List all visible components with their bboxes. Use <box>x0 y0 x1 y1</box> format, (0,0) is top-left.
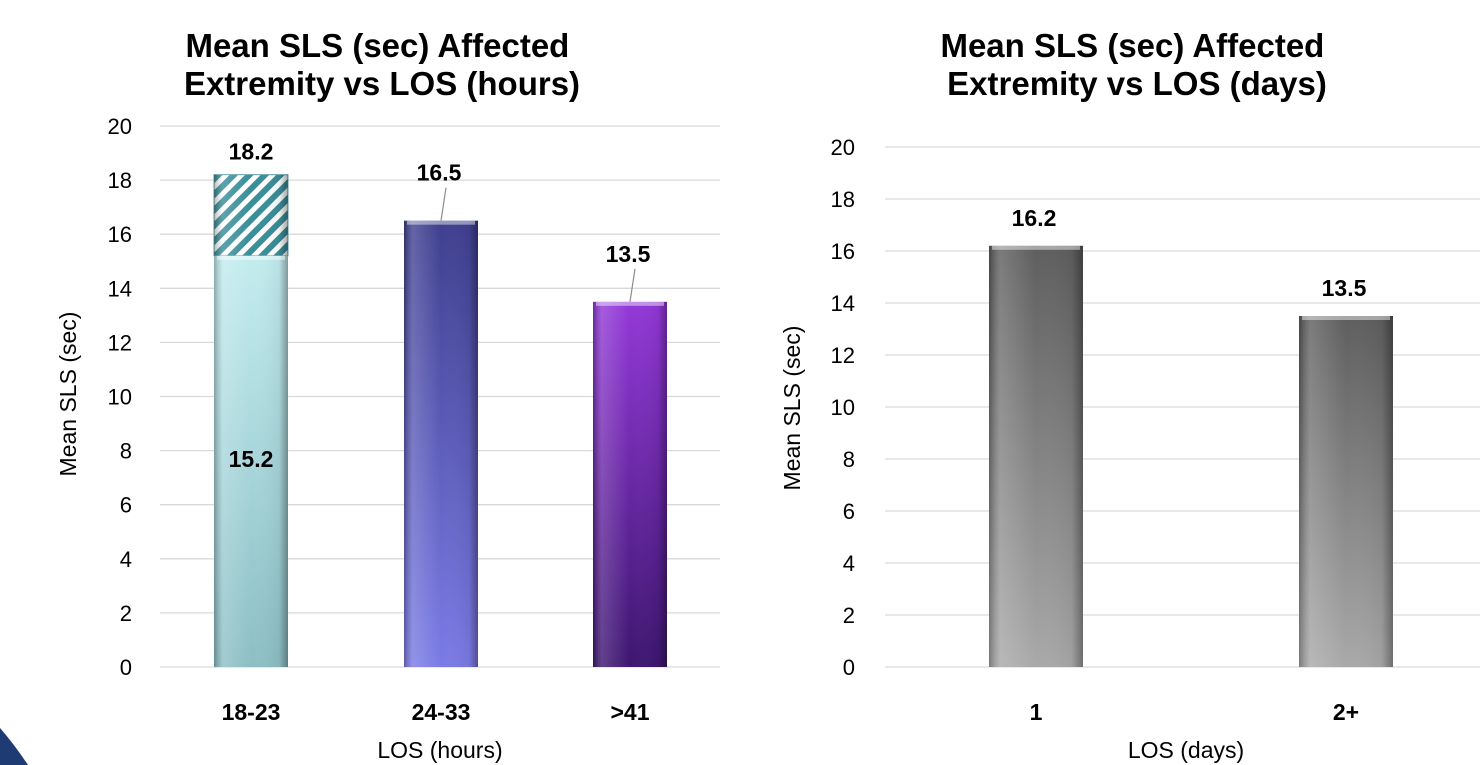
y-tick-label: 6 <box>843 499 855 524</box>
category-label: 24-33 <box>412 699 471 725</box>
bar-shading <box>989 245 1083 668</box>
y-axis-title: Mean SLS (sec) <box>779 326 805 491</box>
data-label: 16.2 <box>1012 205 1057 231</box>
y-axis-title: Mean SLS (sec) <box>55 312 81 477</box>
chart-los-hours: Mean SLS (sec) Affected Extremity vs LOS… <box>55 27 720 763</box>
bar-bevel <box>992 245 1080 250</box>
bar-shading <box>1299 316 1393 667</box>
category-labels: 1 2+ <box>1030 699 1360 725</box>
y-tick-label: 16 <box>108 222 132 247</box>
x-axis-title: LOS (days) <box>1128 737 1244 763</box>
y-tick-label: 2 <box>843 603 855 628</box>
data-labels: 15.2 18.2 16.5 13.5 <box>229 139 651 472</box>
chart-title: Mean SLS (sec) Affected Extremity vs LOS… <box>184 27 580 102</box>
y-tick-label: 18 <box>831 187 855 212</box>
chart-title: Mean SLS (sec) Affected Extremity vs LOS… <box>940 27 1333 102</box>
bar-bevel <box>596 301 664 306</box>
bar-shading <box>214 255 288 667</box>
data-labels: 16.2 13.5 <box>1012 205 1367 301</box>
leader-line <box>629 268 636 302</box>
y-tick-label: 14 <box>108 276 132 301</box>
bar-shading <box>214 174 288 256</box>
y-tick-label: 20 <box>831 135 855 160</box>
y-tick-label: 10 <box>108 385 132 410</box>
category-label: >41 <box>610 699 649 725</box>
chart-title-line-2: Extremity vs LOS (hours) <box>184 65 580 102</box>
chart-title-line-1: Mean SLS (sec) Affected <box>940 27 1324 64</box>
y-tick-label: 2 <box>120 601 132 626</box>
y-tick-label: 0 <box>843 655 855 680</box>
leader-line <box>440 187 447 221</box>
category-label: 1 <box>1030 699 1043 725</box>
data-label: 13.5 <box>606 241 651 267</box>
bar-bevel <box>217 255 285 260</box>
y-tick-label: 16 <box>831 239 855 264</box>
y-tick-label: 4 <box>843 551 855 576</box>
data-label: 16.5 <box>417 160 462 186</box>
data-label: 18.2 <box>229 139 274 165</box>
bar-bevel <box>407 220 475 225</box>
category-label: 2+ <box>1333 699 1359 725</box>
bars <box>989 245 1393 668</box>
chart-title-line-1: Mean SLS (sec) Affected <box>185 27 569 64</box>
bar-shading <box>593 301 667 667</box>
corner-decoration <box>0 728 28 765</box>
y-tick-label: 18 <box>108 168 132 193</box>
data-label-inner: 15.2 <box>229 446 274 472</box>
y-tick-label: 4 <box>120 547 132 572</box>
y-tick-label: 10 <box>831 395 855 420</box>
chart-title-line-2: Extremity vs LOS (days) <box>947 65 1327 102</box>
bar-shading <box>404 220 478 668</box>
y-tick-labels: 0 2 4 6 8 10 12 14 16 18 20 <box>108 114 132 680</box>
y-tick-label: 14 <box>831 291 855 316</box>
y-tick-label: 8 <box>843 447 855 472</box>
bar-bevel <box>1302 316 1390 320</box>
bars <box>213 174 667 668</box>
category-label: 18-23 <box>222 699 281 725</box>
y-tick-label: 20 <box>108 114 132 139</box>
category-labels: 18-23 24-33 >41 <box>222 699 650 725</box>
y-tick-label: 12 <box>108 330 132 355</box>
y-tick-label: 6 <box>120 493 132 518</box>
chart-los-days: Mean SLS (sec) Affected Extremity vs LOS… <box>779 27 1480 763</box>
y-tick-label: 8 <box>120 439 132 464</box>
y-tick-labels: 0 2 4 6 8 10 12 14 16 18 20 <box>831 135 855 680</box>
y-tick-label: 0 <box>120 655 132 680</box>
x-axis-title: LOS (hours) <box>377 737 502 763</box>
data-label: 13.5 <box>1322 275 1367 301</box>
y-tick-label: 12 <box>831 343 855 368</box>
